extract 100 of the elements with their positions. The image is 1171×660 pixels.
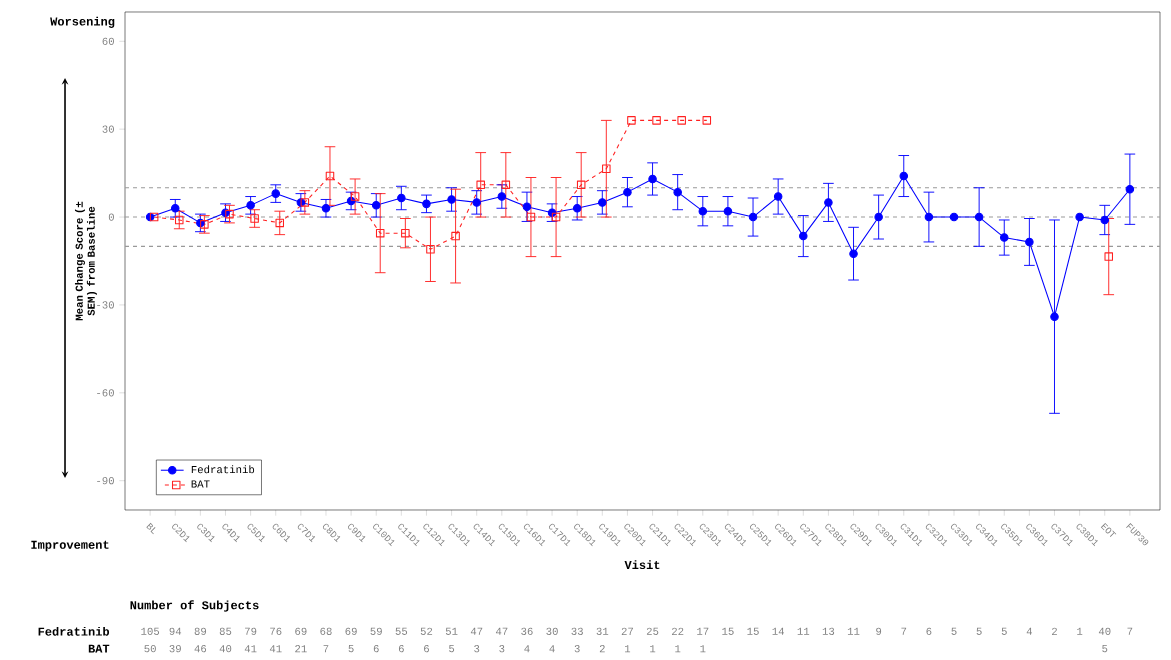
point: [949, 212, 959, 222]
point: [824, 198, 833, 207]
text: 69: [295, 627, 307, 635]
text: 3: [499, 645, 505, 653]
x-axis-title: Visit: [624, 560, 660, 570]
text: 6: [398, 645, 404, 653]
text: 6: [926, 627, 932, 635]
text: 52: [420, 627, 433, 635]
text: 105: [141, 627, 160, 635]
text: 30: [546, 627, 558, 635]
text: 89: [194, 627, 207, 635]
text: 9: [876, 627, 882, 635]
text: 27: [621, 627, 633, 635]
text: BAT: [88, 644, 110, 653]
text: 7: [901, 627, 907, 635]
text: 55: [395, 627, 408, 635]
point: [698, 206, 708, 216]
point: [899, 171, 909, 181]
text: 6: [373, 645, 379, 653]
point: [623, 187, 632, 197]
text: 4: [1026, 627, 1033, 635]
point: [1125, 184, 1135, 194]
text: 36: [521, 627, 533, 635]
text: 47: [495, 627, 508, 635]
point: [849, 249, 858, 258]
text: 25: [646, 627, 659, 635]
point: [648, 174, 657, 184]
text: Worsening: [50, 16, 115, 28]
point: [321, 203, 331, 213]
text: 5: [348, 645, 354, 653]
text: 5: [1001, 627, 1007, 635]
text: 76: [270, 627, 282, 635]
point: [522, 202, 532, 212]
point: [170, 203, 180, 213]
text: 1: [1077, 627, 1083, 635]
point: [497, 192, 507, 201]
text: 5: [1102, 645, 1108, 653]
y-tick-label: 60: [102, 37, 114, 45]
text: 31: [596, 627, 609, 635]
text: 41: [244, 645, 257, 653]
text: 1: [675, 645, 681, 653]
point: [773, 192, 783, 201]
point: [1050, 312, 1059, 321]
point: [422, 199, 431, 209]
point: [874, 212, 883, 222]
y-axis-title: Mean Change Score (± SEM) from Baseline: [74, 201, 97, 321]
point: [1075, 212, 1084, 222]
text: 41: [269, 645, 282, 653]
text: 59: [370, 627, 382, 635]
text: 2: [599, 645, 605, 653]
text: 7: [1127, 627, 1133, 635]
x-tick-label: BL: [146, 522, 156, 535]
text: Fedratinib: [38, 626, 110, 636]
point: [723, 206, 733, 216]
text: Number of Subjects: [130, 600, 259, 612]
text: 79: [245, 627, 257, 635]
text: Improvement: [31, 540, 109, 552]
text: 2: [1052, 627, 1057, 635]
text: 5: [976, 627, 982, 635]
point: [397, 193, 406, 203]
point: [924, 212, 934, 222]
text: 13: [822, 627, 835, 635]
point: [1100, 215, 1110, 225]
text: 1: [650, 645, 656, 653]
text: 5: [449, 645, 455, 653]
text: 4: [549, 645, 555, 653]
point: [974, 212, 984, 222]
text: 17: [697, 627, 709, 635]
point: [371, 201, 381, 210]
y-tick-label: 0: [108, 213, 114, 221]
x-tick-label: EOT: [1100, 522, 1117, 537]
text: 15: [747, 627, 759, 635]
point: [572, 203, 582, 213]
point: [447, 195, 456, 204]
text: 40: [219, 645, 232, 653]
text: 14: [772, 627, 785, 635]
text: 94: [169, 627, 182, 635]
point: [472, 198, 481, 207]
y-tick-label: 30: [102, 125, 114, 133]
text: 3: [574, 645, 580, 653]
point: [271, 189, 281, 198]
point: [999, 233, 1009, 242]
text: 7: [323, 645, 329, 653]
legend-label: BAT: [191, 480, 210, 488]
text: 69: [345, 627, 357, 635]
text: 21: [295, 645, 307, 653]
text: 11: [847, 627, 860, 635]
legend-label: Fedratinib: [191, 465, 255, 474]
point: [598, 198, 607, 207]
text: 47: [470, 627, 483, 635]
text: 5: [951, 627, 957, 635]
text: 1: [625, 645, 631, 653]
text: 3: [474, 645, 480, 653]
text: 11: [797, 627, 810, 635]
text: 6: [424, 645, 429, 653]
point: [799, 231, 808, 241]
text: 4: [524, 645, 530, 653]
point: [748, 212, 758, 222]
text: 68: [320, 627, 332, 635]
text: 1: [700, 645, 706, 653]
